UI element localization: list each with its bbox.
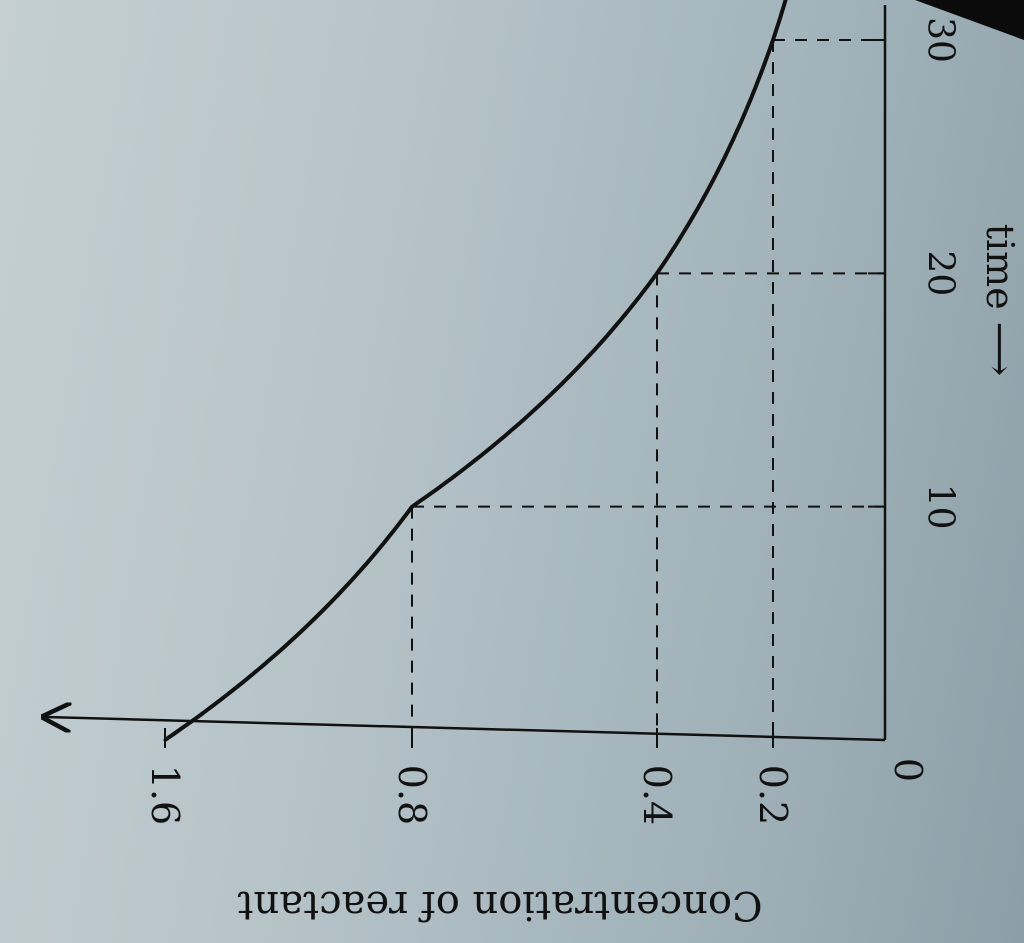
time-tick-label-10: 10 (920, 484, 961, 530)
origin-label: 0 (886, 758, 930, 782)
conc-tick-label-0.4: 0.4 (635, 765, 679, 825)
data-point-30 (771, 38, 775, 42)
y-axis-title: Concentration of reactant (237, 882, 762, 928)
data-point-10 (410, 505, 414, 509)
concentration-axis (46, 717, 886, 742)
conc-tick-label-0.2: 0.2 (751, 765, 795, 825)
photo-dark-corner (915, 0, 1024, 40)
conc-tick-label-1.6: 1.6 (143, 765, 187, 825)
data-point-20 (655, 271, 659, 275)
time-tick-label-30: 30 (920, 17, 961, 63)
concentration-curve (163, 0, 788, 742)
time-tick-label-20: 20 (920, 250, 961, 296)
conc-tick-label-0.8: 0.8 (390, 765, 434, 825)
x-axis-title: time ⟶ (978, 224, 1022, 377)
